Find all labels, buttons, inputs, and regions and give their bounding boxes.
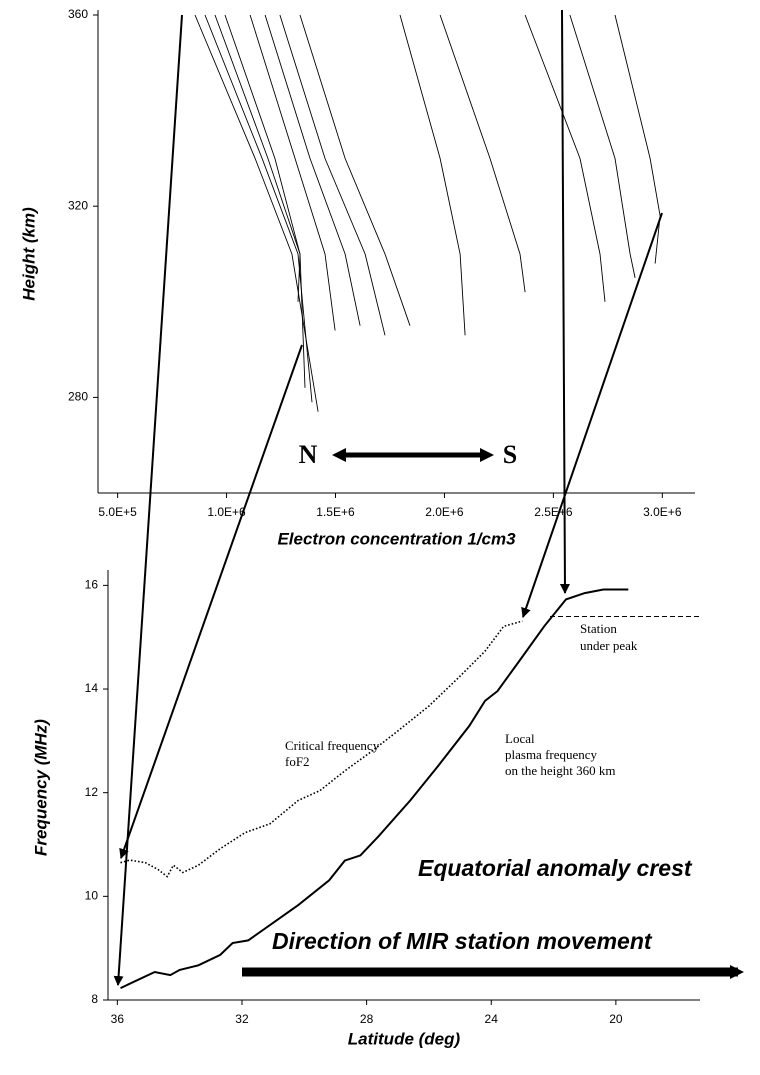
annotation: plasma frequency [505,747,598,762]
x-tick-label: 1.0E+6 [207,505,246,519]
data-line [224,14,301,302]
x-tick-label: 28 [360,1012,374,1026]
data-line [399,14,466,336]
data-line [569,14,636,278]
arrow [521,212,663,618]
y-tick-label: 12 [85,785,99,799]
x-tick-label: 2.5E+6 [534,505,573,519]
y-tick-label: 320 [68,198,88,212]
annotation: on the height 360 km [505,763,616,778]
x-tick-label: 24 [485,1012,499,1026]
y-tick-label: 16 [85,578,99,592]
x-tick-label: 1.5E+6 [316,505,355,519]
data-line [299,14,411,326]
x-tick-label: 36 [111,1012,125,1026]
y-axis-label: Height (km) [19,207,38,301]
x-tick-label: 20 [609,1012,623,1026]
data-line [279,14,386,336]
annotation: Station [580,621,617,636]
profiles-chart: 280 320 360 5.0E+5 1.0E+6 1.5E+6 2.0E+6 2.5E+6 3… [19,7,695,548]
arrow [119,344,303,859]
y-tick-label: 360 [68,7,88,21]
y-tick-label: 280 [68,390,88,404]
data-line [120,588,629,990]
x-tick-label: 5.0E+5 [98,505,137,519]
y-tick-label: 10 [85,889,99,903]
annotation: Critical frequency [285,738,380,753]
connector-arrows [113,9,663,986]
y-axis-label: Frequency (MHz) [31,719,50,856]
frequency-chart: 8 10 12 14 16 36 32 28 24 20 Latitude (deg) Frequen… [31,570,702,1048]
arrow [113,14,183,986]
x-tick-label: 3.0E+6 [643,505,682,519]
annotation: Equatorial anomaly crest [418,855,693,881]
data-line [249,14,336,331]
x-axis-label: Latitude (deg) [348,1029,461,1048]
data-line [524,14,606,302]
annotation: S [503,440,517,469]
data-line [120,620,523,878]
x-axis-label: Electron concentration 1/cm3 [277,529,516,548]
x-tick-label: 32 [235,1012,249,1026]
annotation: Direction of MIR station movement [272,928,653,954]
annotation: foF2 [285,754,310,769]
y-tick-label: 8 [91,992,98,1006]
annotation: under peak [580,638,638,653]
data-line [204,14,313,403]
annotation: N [299,440,318,469]
annotation: Local [505,731,535,746]
y-tick-label: 14 [85,681,99,695]
data-line [214,14,306,388]
data-line [264,14,361,326]
x-tick-label: 2.0E+6 [425,505,464,519]
data-line [614,14,661,264]
data-line [439,14,526,293]
